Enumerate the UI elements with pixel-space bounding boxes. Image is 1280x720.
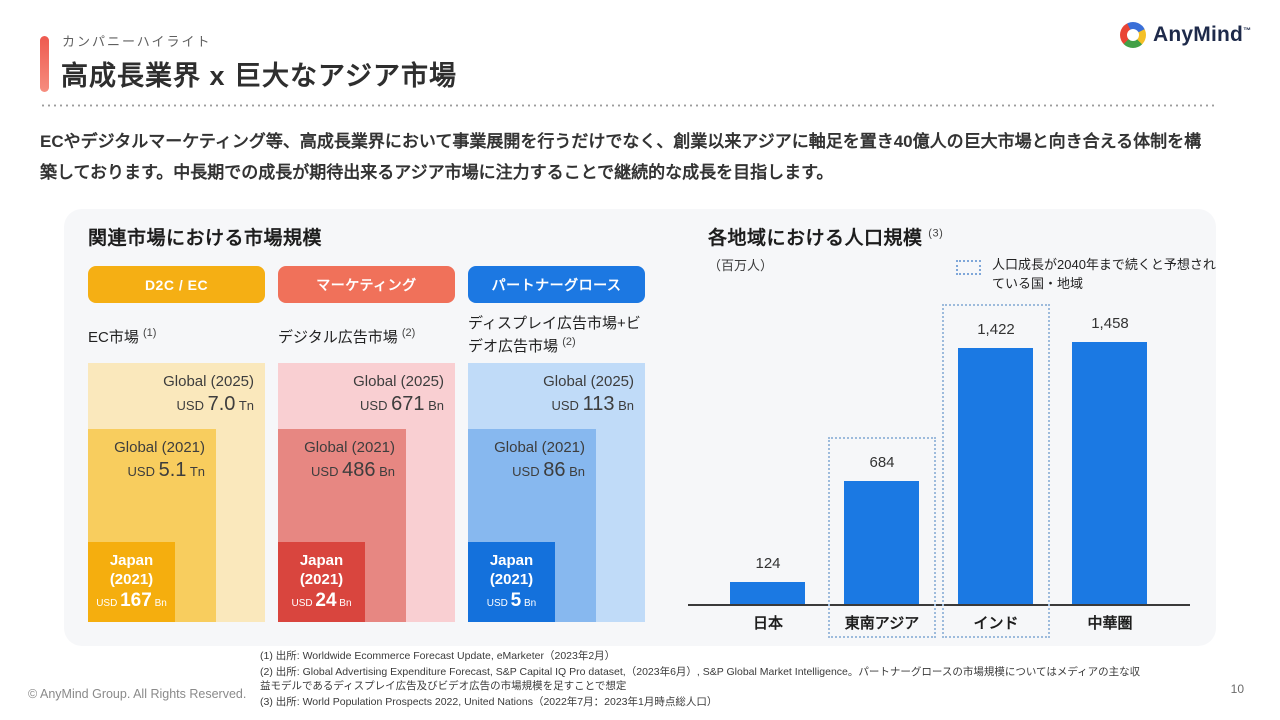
bar — [1072, 342, 1147, 604]
chart-legend: 人口成長が2040年まで続くと予想されている国・地域 — [956, 255, 1220, 293]
japan-2021-box: Japan (2021) USD 167 Bn — [88, 542, 175, 622]
x-axis-label: インド — [973, 615, 1019, 632]
box-value: USD 86 Bn — [512, 459, 585, 481]
box-label: Japan — [109, 551, 154, 569]
box-label: Japan — [489, 551, 534, 569]
legend-text: 人口成長が2040年まで続くと予想されている国・地域 — [992, 257, 1216, 291]
bar — [958, 348, 1033, 604]
bar — [730, 582, 805, 604]
box-label: Global (2025) — [353, 373, 444, 390]
bar-value-label: 1,422 — [977, 321, 1015, 338]
market-panel-title-text: 関連市場における市場規模 — [88, 228, 323, 249]
nested-squares-digital-ad: Global (2025) USD 671 Bn Global (2021) U… — [278, 363, 455, 622]
copyright: © AnyMind Group. All Rights Reserved. — [28, 687, 247, 701]
bar — [844, 481, 919, 604]
content-card: 関連市場における市場規模 D2C / EC マーケティング パートナーグロース … — [64, 209, 1216, 646]
footnote-ref: (2) — [562, 335, 576, 348]
population-unit-label: （百万人） — [708, 258, 774, 273]
x-axis-label: 日本 — [752, 615, 783, 632]
market-name: EC市場 — [88, 328, 139, 346]
box-label: Global (2025) — [543, 373, 634, 390]
market-name: ディスプレイ広告市場+ビデオ広告市場 — [468, 314, 641, 355]
bar-group-日本: 124 日本 — [711, 309, 825, 641]
footnote-3: (3) 出所: World Population Prospects 2022,… — [260, 695, 718, 708]
box-label: Global (2021) — [114, 439, 205, 456]
title-accent-bar — [40, 36, 49, 92]
x-axis-label: 中華圏 — [1087, 615, 1133, 632]
pill-marketing: マーケティング — [278, 266, 455, 303]
japan-2021-box: Japan (2021) USD 5 Bn — [468, 542, 555, 622]
population-panel-title-text: 各地域における人口規模 — [708, 228, 923, 249]
nested-squares-ec: Global (2025) USD 7.0 Tn Global (2021) U… — [88, 363, 265, 622]
anymind-logo-text: AnyMind™ — [1153, 23, 1251, 47]
market-label-row: EC市場 (1) デジタル広告市場 (2) ディスプレイ広告市場+ビデオ広告市場… — [88, 309, 645, 361]
box-label: Global (2021) — [494, 439, 585, 456]
footnote-1: (1) 出所: Worldwide Ecommerce Forecast Upd… — [260, 650, 616, 662]
global-2021-label: Global (2021) USD 5.1 Tn — [114, 438, 205, 484]
segment-pill-row: D2C / EC マーケティング パートナーグロース — [88, 266, 645, 303]
box-value: USD 671 Bn — [360, 393, 444, 415]
nested-squares-display-video-ad: Global (2025) USD 113 Bn Global (2021) U… — [468, 363, 645, 622]
x-axis-label: 東南アジア — [844, 615, 920, 632]
box-value: USD 5.1 Tn — [127, 459, 205, 481]
legend-swatch-dotted — [956, 260, 981, 275]
global-2021-label: Global (2021) USD 86 Bn — [494, 438, 585, 484]
market-label-digital-ad: デジタル広告市場 (2) — [278, 309, 455, 361]
box-label: Global (2025) — [163, 373, 254, 390]
box-value: USD 113 Bn — [551, 393, 635, 415]
box-label-year: (2021) — [489, 570, 534, 588]
anymind-logo: AnyMind™ — [1120, 22, 1251, 48]
bar-group-インド: 1,422 インド — [939, 304, 1053, 641]
box-value: USD 486 Bn — [311, 459, 395, 481]
page-number: 10 — [1230, 682, 1244, 696]
box-value: USD 167 Bn — [96, 589, 167, 611]
global-2025-label: Global (2025) USD 671 Bn — [353, 372, 444, 418]
footnote-ref: (2) — [401, 326, 416, 339]
bar-value-label: 1,458 — [1091, 315, 1129, 332]
box-value: USD 24 Bn — [291, 589, 352, 611]
box-value: USD 5 Bn — [486, 589, 537, 611]
anymind-logo-icon — [1120, 22, 1146, 48]
box-value: USD 7.0 Tn — [176, 393, 254, 415]
market-label-ec: EC市場 (1) — [88, 309, 265, 361]
growth-highlight-box — [942, 304, 1050, 638]
footnote-2: (2) 出所: Global Advertising Expenditure F… — [260, 665, 1141, 693]
global-2021-label: Global (2021) USD 486 Bn — [304, 438, 395, 484]
bar-group-東南アジア: 684 東南アジア — [825, 309, 939, 641]
intro-paragraph: ECやデジタルマーケティング等、高成長業界において事業展開を行うだけでなく、創業… — [40, 132, 1202, 182]
population-panel-title: 各地域における人口規模 (3) — [708, 223, 943, 250]
global-2025-label: Global (2025) USD 113 Bn — [543, 372, 634, 418]
bar-value-label: 124 — [755, 555, 781, 572]
footnote-ref: (3) — [928, 227, 944, 240]
box-label: Global (2021) — [304, 439, 395, 456]
pill-partner-growth: パートナーグロース — [468, 266, 645, 303]
page-title: 高成長業界 x 巨大なアジア市場 — [61, 61, 457, 91]
market-label-display-video-ad: ディスプレイ広告市場+ビデオ広告市場 (2) — [468, 309, 645, 361]
box-label-year: (2021) — [299, 570, 344, 588]
nested-squares-chart: Global (2025) USD 7.0 Tn Global (2021) U… — [88, 363, 645, 622]
footnote-ref: (1) — [143, 326, 157, 339]
market-name: デジタル広告市場 — [278, 328, 398, 346]
pill-d2c-ec: D2C / EC — [88, 266, 265, 303]
growth-highlight-box — [828, 437, 936, 638]
market-panel-title: 関連市場における市場規模 — [88, 223, 322, 250]
bar-value-label: 684 — [869, 454, 895, 471]
kicker: カンパニーハイライト — [62, 34, 212, 49]
box-label-year: (2021) — [109, 570, 154, 588]
header-divider — [40, 104, 1218, 107]
bar-cells: 124 日本 684 東南アジア 1,422 インド 1,458 中華圏 — [688, 304, 1190, 641]
global-2025-label: Global (2025) USD 7.0 Tn — [163, 372, 254, 418]
box-label: Japan — [299, 551, 344, 569]
x-axis-line — [688, 604, 1190, 606]
trademark-symbol: ™ — [1243, 26, 1252, 35]
bar-group-中華圏: 1,458 中華圏 — [1053, 309, 1167, 641]
brand-name: AnyMind — [1153, 23, 1244, 46]
japan-2021-box: Japan (2021) USD 24 Bn — [278, 542, 365, 622]
footnotes: (1) 出所: Worldwide Ecommerce Forecast Upd… — [260, 649, 1150, 710]
population-bar-chart: 124 日本 684 東南アジア 1,422 インド 1,458 中華圏 — [688, 304, 1190, 641]
